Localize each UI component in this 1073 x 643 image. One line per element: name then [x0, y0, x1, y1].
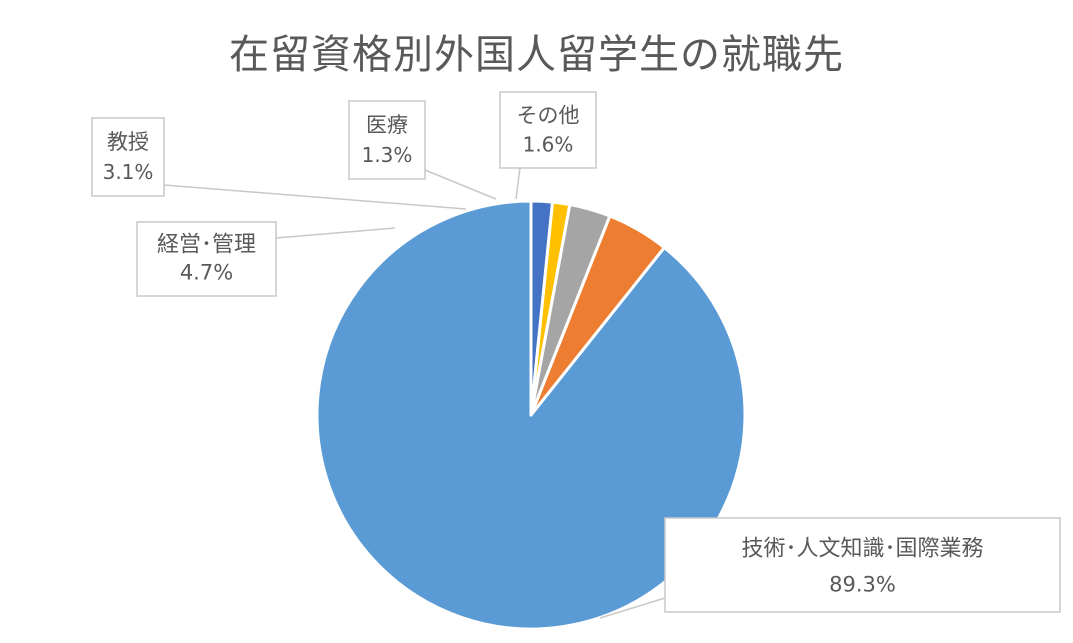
- data-label-category: 医療: [366, 113, 408, 137]
- data-label-box: [499, 91, 597, 169]
- data-label: 医療 1.3%: [348, 100, 426, 180]
- data-label-percent: 3.1%: [103, 160, 154, 184]
- data-label-category: 教授: [107, 130, 149, 154]
- leader-line: [275, 227, 396, 239]
- data-label-percent: 1.6%: [523, 132, 574, 156]
- data-label-percent: 1.3%: [362, 143, 413, 167]
- data-label-box: [664, 517, 1061, 613]
- data-label-percent: 89.3%: [829, 572, 896, 596]
- data-label-box: [348, 100, 426, 180]
- data-label: 技術･人文知識･国際業務 89.3%: [664, 517, 1061, 613]
- data-label-category: 技術･人文知識･国際業務: [741, 537, 983, 562]
- leader-lines: [163, 167, 666, 619]
- data-label: 経営･管理 4.7%: [136, 221, 277, 297]
- leader-line: [163, 184, 467, 210]
- pie-slice: [529, 199, 554, 417]
- pie-slice: [315, 199, 747, 631]
- data-label: 教授 3.1%: [91, 117, 165, 197]
- leader-line: [424, 169, 497, 200]
- data-label-category: その他: [517, 103, 580, 127]
- data-label-box: [91, 117, 165, 197]
- data-label: その他 1.6%: [499, 91, 597, 169]
- data-label-percent: 4.7%: [180, 261, 233, 285]
- chart-title: 在留資格別外国人留学生の就職先: [229, 32, 844, 78]
- pie-slices: [315, 199, 747, 631]
- leader-line: [599, 597, 666, 619]
- data-label-box: [136, 221, 277, 297]
- leader-line: [515, 167, 521, 200]
- data-labels: 技術･人文知識･国際業務 89.3% 経営･管理 4.7% 教授 3.1% 医療 1.3% その…: [91, 91, 1061, 613]
- data-label-category: 経営･管理: [157, 233, 256, 258]
